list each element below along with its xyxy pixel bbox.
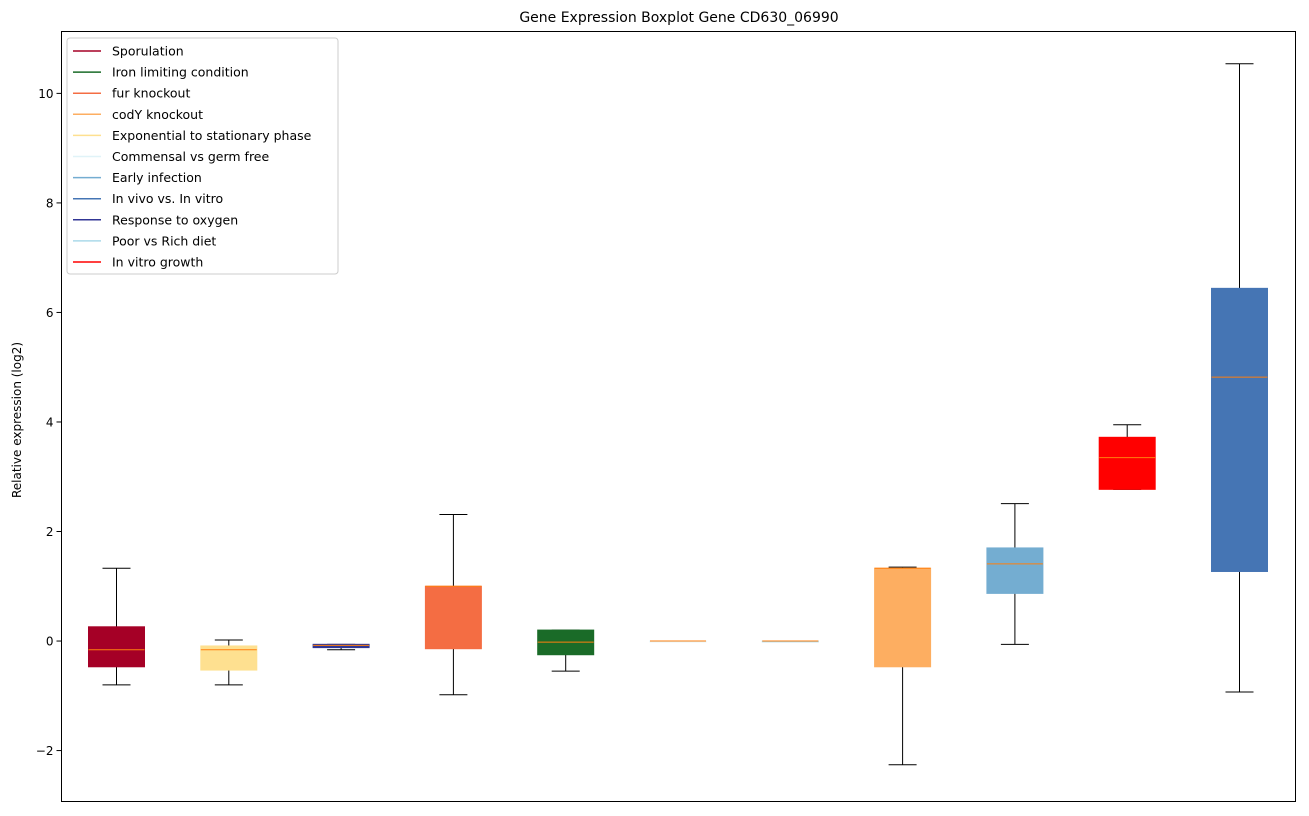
legend-label: Sporulation [112, 44, 184, 59]
box-body [1211, 287, 1268, 572]
legend-item: Sporulation [73, 44, 184, 59]
legend-item: Poor vs Rich diet [73, 233, 216, 248]
box-body [874, 567, 932, 668]
legend-item: Early infection [73, 170, 202, 185]
legend-item: Response to oxygen [73, 212, 238, 227]
legend: Sporulation Iron limiting condition fur kn… [66, 37, 339, 275]
legend-label: Early infection [112, 170, 202, 185]
legend-item: Commensal vs germ free [73, 149, 269, 164]
box-2 [200, 639, 258, 686]
box-5 [537, 629, 595, 672]
box-3 [312, 643, 370, 651]
legend-label: fur knockout [112, 86, 190, 101]
legend-label: In vivo vs. In vitro [112, 191, 223, 206]
box-body [424, 585, 482, 650]
y-tick-label: 2 [46, 525, 54, 539]
box-7 [761, 640, 819, 643]
plot-area [88, 63, 1268, 766]
box-10 [1098, 424, 1156, 490]
legend-label: Exponential to stationary phase [112, 128, 312, 143]
box-body [1098, 436, 1156, 490]
legend-label: In vitro growth [112, 255, 203, 270]
box-6 [649, 640, 707, 643]
box-body [986, 547, 1044, 594]
legend-item: fur knockout [73, 86, 190, 101]
y-axis-label: Relative expression (log2) [10, 342, 24, 498]
box-1 [88, 567, 145, 686]
legend-label: Iron limiting condition [112, 65, 249, 80]
y-tick-label: −2 [36, 744, 54, 758]
legend-label: codY knockout [112, 107, 203, 122]
box-9 [986, 503, 1044, 645]
box-4 [424, 514, 482, 696]
y-tick-label: 4 [46, 415, 54, 429]
y-tick-label: 0 [46, 635, 54, 649]
legend-label: Poor vs Rich diet [112, 233, 216, 248]
legend-label: Commensal vs germ free [112, 149, 269, 164]
legend-item: codY knockout [73, 107, 203, 122]
box-11 [1211, 63, 1268, 693]
legend-item: Exponential to stationary phase [73, 128, 312, 143]
y-tick-label: 8 [46, 196, 54, 210]
legend-item: In vitro growth [73, 255, 203, 270]
chart-title: Gene Expression Boxplot Gene CD630_06990 [519, 10, 838, 26]
box-body [312, 643, 370, 649]
y-tick-label: 6 [46, 306, 54, 320]
legend-item: Iron limiting condition [73, 65, 249, 80]
y-axis: −2 0 2 4 6 8 10 [36, 87, 62, 758]
plot-frame [61, 31, 1296, 802]
y-tick-label: 10 [38, 87, 53, 101]
box-8 [874, 566, 932, 766]
legend-label: Response to oxygen [112, 212, 238, 227]
box-body [88, 626, 145, 668]
legend-item: In vivo vs. In vitro [73, 191, 223, 206]
legend-frame [66, 37, 339, 275]
